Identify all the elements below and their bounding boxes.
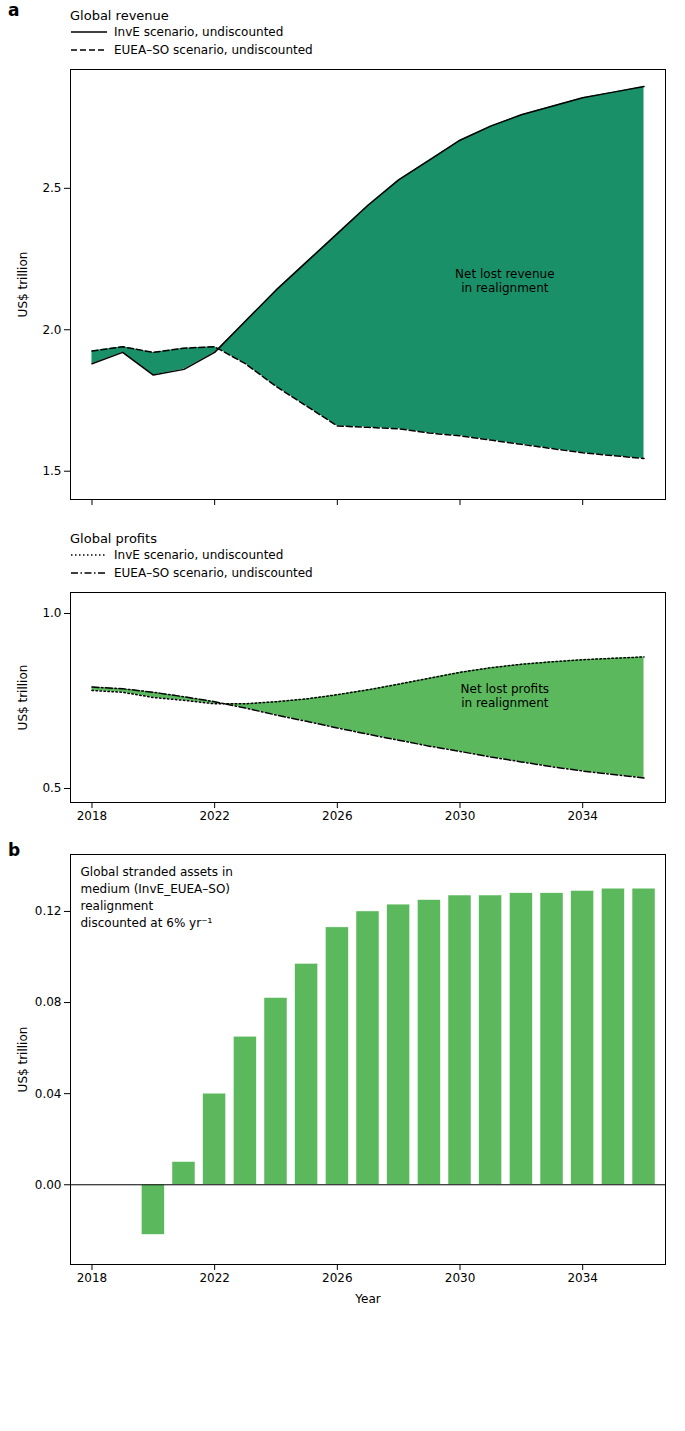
svg-text:0.04: 0.04 bbox=[35, 1087, 62, 1101]
svg-text:0.08: 0.08 bbox=[35, 995, 62, 1009]
svg-text:2.0: 2.0 bbox=[42, 323, 61, 337]
html-text:InvE scenario, undiscounted: InvE scenario, undiscounted bbox=[114, 548, 284, 562]
svg-text:0.00: 0.00 bbox=[35, 1178, 62, 1192]
svg-text:2026: 2026 bbox=[322, 1271, 353, 1285]
svg-text:2034: 2034 bbox=[567, 1271, 598, 1285]
html-text:a: a bbox=[8, 0, 20, 20]
html-text:InvE scenario, undiscounted: InvE scenario, undiscounted bbox=[114, 25, 284, 39]
svg-text:2018: 2018 bbox=[77, 1271, 108, 1285]
svg-text:2022: 2022 bbox=[199, 809, 230, 823]
svg-text:Net lost revenuein realignment: Net lost revenuein realignment bbox=[455, 267, 554, 295]
html-text:EUEA–SO scenario, undiscounted: EUEA–SO scenario, undiscounted bbox=[114, 43, 313, 57]
svg-text:2.5: 2.5 bbox=[42, 181, 61, 195]
svg-text:2034: 2034 bbox=[567, 809, 598, 823]
html-text:EUEA–SO scenario, undiscounted: EUEA–SO scenario, undiscounted bbox=[114, 566, 313, 580]
svg-text:2030: 2030 bbox=[445, 1271, 476, 1285]
svg-text:1.5: 1.5 bbox=[42, 464, 61, 478]
svg-text:US$ trillion: US$ trillion bbox=[16, 665, 30, 731]
svg-text:Year: Year bbox=[354, 1292, 380, 1306]
svg-text:1.0: 1.0 bbox=[42, 606, 61, 620]
svg-text:Net lost profitsin realignment: Net lost profitsin realignment bbox=[461, 682, 549, 710]
svg-text:US$ trillion: US$ trillion bbox=[16, 252, 30, 318]
svg-text:2030: 2030 bbox=[445, 809, 476, 823]
html-text:Global revenue: Global revenue bbox=[70, 8, 169, 23]
svg-text:0.5: 0.5 bbox=[42, 781, 61, 795]
html-text:Global profits: Global profits bbox=[70, 531, 157, 546]
svg-text:US$ trillion: US$ trillion bbox=[16, 1027, 30, 1093]
svg-text:2026: 2026 bbox=[322, 809, 353, 823]
svg-text:Global stranded assets inmediu: Global stranded assets inmedium (InvE_EU… bbox=[81, 865, 233, 929]
svg-text:2022: 2022 bbox=[199, 1271, 230, 1285]
svg-text:0.12: 0.12 bbox=[35, 904, 62, 918]
svg-text:2018: 2018 bbox=[77, 809, 108, 823]
html-text:b: b bbox=[8, 840, 21, 860]
